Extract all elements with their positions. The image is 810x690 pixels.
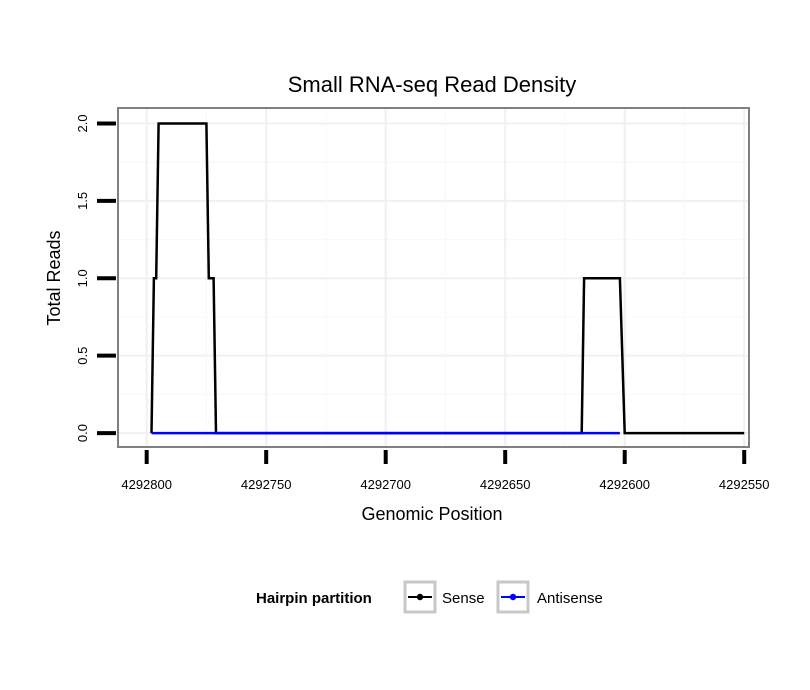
x-axis-title: Genomic Position (361, 504, 502, 524)
x-axis: 4292800 4292750 4292700 4292650 4292600 42925… (121, 450, 770, 492)
y-tick-label: 0.5 (75, 347, 90, 365)
legend: Hairpin partition Sense Antisense (256, 580, 603, 614)
series-line-sense (150, 122, 745, 435)
legend-title: Hairpin partition (256, 590, 372, 607)
y-axis-title: Total Reads (44, 230, 64, 325)
plot-panel (117, 107, 750, 448)
y-tick-label: 2.0 (75, 114, 90, 132)
y-tick-label: 0.0 (75, 424, 90, 442)
legend-item-antisense: Antisense (496, 580, 603, 614)
legend-item-sense: Sense (403, 580, 485, 614)
chart-title: Small RNA-seq Read Density (288, 72, 577, 97)
y-tick-label: 1.5 (75, 192, 90, 210)
series-layer (150, 122, 745, 435)
x-tick-label: 4292550 (719, 477, 770, 492)
x-tick-label: 4292600 (599, 477, 650, 492)
legend-label-sense: Sense (442, 590, 485, 607)
y-tick-label: 1.0 (75, 269, 90, 287)
x-tick-label: 4292800 (121, 477, 172, 492)
x-tick-label: 4292650 (480, 477, 531, 492)
legend-dot-sense (416, 593, 424, 601)
legend-label-antisense: Antisense (537, 590, 603, 607)
gridlines (118, 108, 749, 447)
y-axis: 0.0 0.5 1.0 1.5 2.0 (75, 114, 116, 442)
plot-border (117, 107, 750, 448)
x-tick-label: 4292750 (241, 477, 292, 492)
legend-dot-antisense (509, 593, 517, 601)
x-tick-label: 4292700 (360, 477, 411, 492)
